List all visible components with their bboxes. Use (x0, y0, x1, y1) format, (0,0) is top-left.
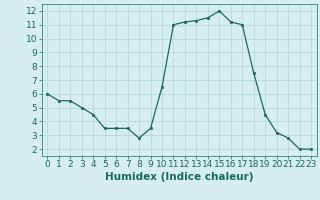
X-axis label: Humidex (Indice chaleur): Humidex (Indice chaleur) (105, 172, 253, 182)
